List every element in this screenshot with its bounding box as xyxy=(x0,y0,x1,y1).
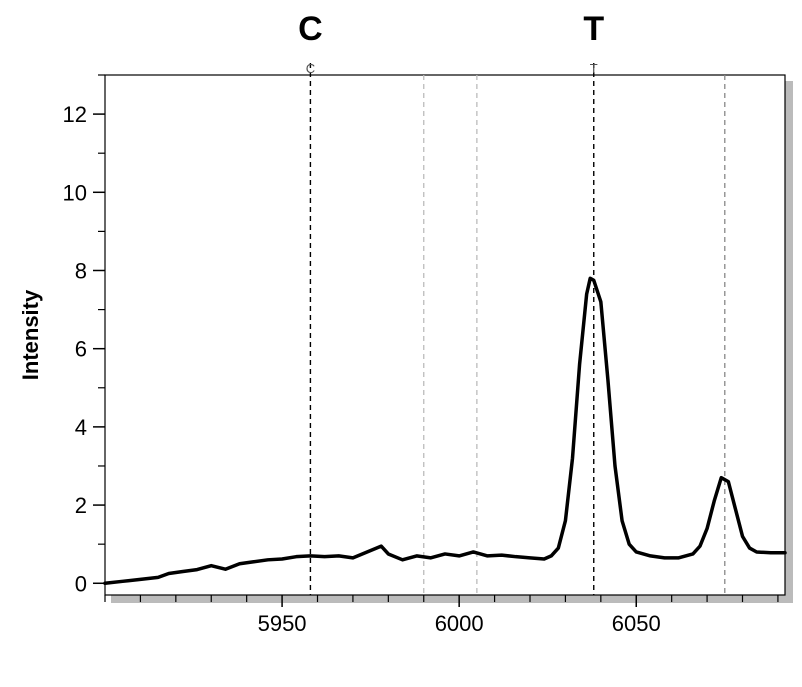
y-tick-label: 12 xyxy=(63,102,87,127)
y-tick-label: 0 xyxy=(75,571,87,596)
x-tick-label: 6000 xyxy=(435,611,484,636)
plot-shadow-bottom xyxy=(111,595,793,603)
y-tick-label: 8 xyxy=(75,258,87,283)
y-axis-label: Intensity xyxy=(18,289,43,380)
spectrum-chart: { "chart": { "type": "line", "background… xyxy=(0,0,802,687)
plot-shadow-right xyxy=(785,81,793,603)
marker-label-small: C xyxy=(306,61,315,76)
x-tick-label: 5950 xyxy=(258,611,307,636)
x-tick-label: 6050 xyxy=(612,611,661,636)
y-tick-label: 2 xyxy=(75,493,87,518)
marker-label-small: T xyxy=(590,61,598,76)
marker-label-big: T xyxy=(583,10,604,48)
chart-svg: 0 2 4 6 8 10 12 5950 6000 6050 Intensity CC TT xyxy=(0,0,802,687)
y-tick-label: 6 xyxy=(75,337,87,362)
y-tick-label: 4 xyxy=(75,415,87,440)
y-tick-label: 10 xyxy=(63,180,87,205)
plot-area xyxy=(105,75,785,595)
marker-label-big: C xyxy=(298,10,323,48)
